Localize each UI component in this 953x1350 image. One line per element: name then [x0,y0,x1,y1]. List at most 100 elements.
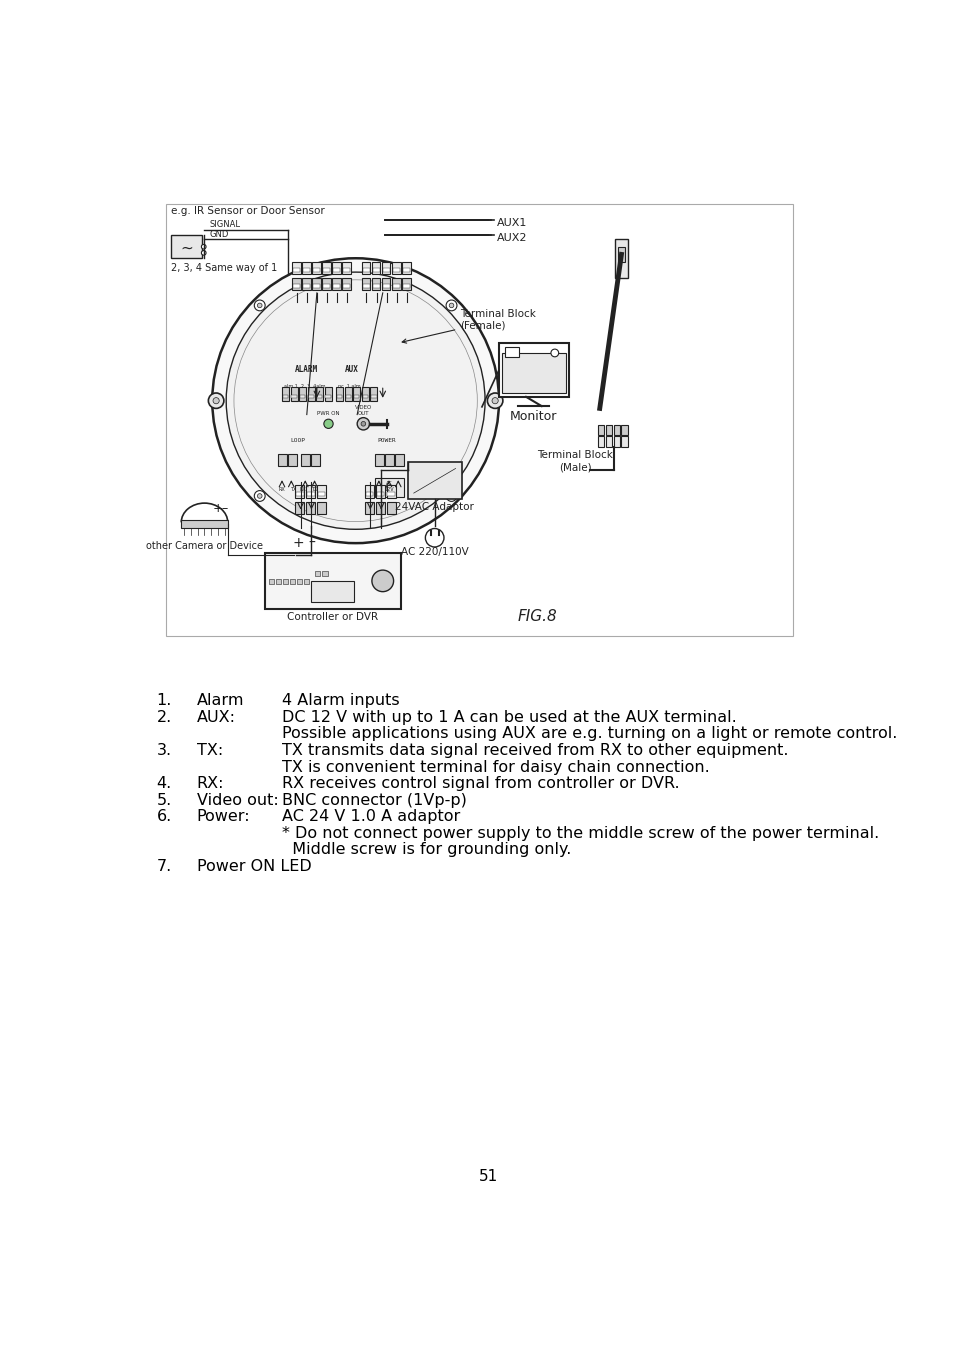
Bar [307,493,314,497]
Text: nc  1 alm: nc 1 alm [337,383,360,389]
Circle shape [226,273,484,529]
Text: AC 24 V 1.0 A adaptor: AC 24 V 1.0 A adaptor [282,809,459,825]
Bar [392,278,400,290]
Bar [269,579,274,585]
Bar [381,278,390,290]
Circle shape [449,494,454,498]
Circle shape [254,300,265,310]
Bar [361,262,370,274]
Circle shape [487,393,502,409]
Text: TX: TX [311,487,317,491]
Circle shape [201,244,206,248]
Bar [275,579,281,585]
Text: Power:: Power: [196,809,250,825]
Circle shape [425,528,443,547]
Bar [375,478,404,497]
Bar [362,394,368,398]
Bar [303,269,310,273]
Text: AC
12V: AC 12V [384,481,395,491]
Bar [333,269,340,273]
Bar [282,394,288,398]
Text: 2.: 2. [156,710,172,725]
Text: 24VAC Adaptor: 24VAC Adaptor [395,502,474,512]
Text: RX: RX [278,487,285,491]
Text: 3.: 3. [156,743,172,757]
Bar [296,579,302,585]
Text: 4.: 4. [156,776,172,791]
Bar [181,520,228,528]
Bar [307,387,314,401]
Bar [325,394,331,398]
Bar [372,262,380,274]
Bar [288,454,296,466]
Text: GND: GND [209,231,229,239]
Text: * Do not connect power supply to the middle screw of the power terminal.: * Do not connect power supply to the mid… [282,826,879,841]
Bar [342,262,351,274]
Text: LOOP: LOOP [290,437,305,443]
Bar [312,262,320,274]
Circle shape [212,258,498,543]
Bar [376,493,384,497]
Text: (Male): (Male) [558,462,591,472]
Bar [322,262,331,274]
Text: other Camera or Device: other Camera or Device [146,540,263,551]
Bar [166,204,793,636]
Bar [407,462,461,500]
Circle shape [208,393,224,409]
Text: AC 220/110V: AC 220/110V [400,547,468,556]
Bar [375,454,383,466]
Bar [386,485,395,498]
Bar [317,493,325,497]
Text: RX receives control signal from controller or DVR.: RX receives control signal from controll… [282,776,679,791]
Bar [498,343,568,397]
Bar [292,278,300,290]
Bar [605,436,612,447]
Text: AUX:: AUX: [196,710,235,725]
Bar [615,239,627,278]
Bar [605,424,612,435]
Bar [302,278,311,290]
Text: 5.: 5. [156,792,172,807]
Bar [282,387,289,401]
Text: ALARM: ALARM [294,366,318,374]
Text: BNC connector (1Vp-p): BNC connector (1Vp-p) [282,792,466,807]
Circle shape [360,421,365,427]
Bar [293,269,299,273]
Bar [306,485,315,498]
Bar [294,485,304,498]
Circle shape [213,398,219,404]
Text: 1.: 1. [156,694,172,709]
Bar [308,394,314,398]
Text: 7.: 7. [156,859,172,873]
Bar [324,387,332,401]
Text: Terminal Block
(Female): Terminal Block (Female) [402,309,536,343]
Bar [312,278,320,290]
Bar [402,278,410,290]
Circle shape [323,420,333,428]
Text: e.g. IR Sensor or Door Sensor: e.g. IR Sensor or Door Sensor [171,205,325,216]
Circle shape [449,304,454,308]
Bar [402,262,410,274]
Bar [373,269,379,273]
Bar [343,269,350,273]
Bar [613,424,619,435]
Text: 51: 51 [478,1169,498,1184]
Bar [361,278,370,290]
Text: FIG.8: FIG.8 [517,609,558,624]
Text: AUX2: AUX2 [497,234,527,243]
Circle shape [372,570,394,591]
Bar [620,424,627,435]
Bar [171,235,202,258]
Bar [620,436,627,447]
Bar [311,580,354,602]
Bar [345,394,351,398]
Bar [362,269,369,273]
Text: 6.: 6. [156,809,172,825]
Text: +: + [293,536,304,549]
Text: Middle screw is for grounding only.: Middle screw is for grounding only. [282,842,571,857]
Bar [292,262,300,274]
Text: Alarm: Alarm [196,694,244,709]
Text: RX:: RX: [196,776,224,791]
Bar [265,554,400,609]
Text: RX: RX [299,487,306,491]
